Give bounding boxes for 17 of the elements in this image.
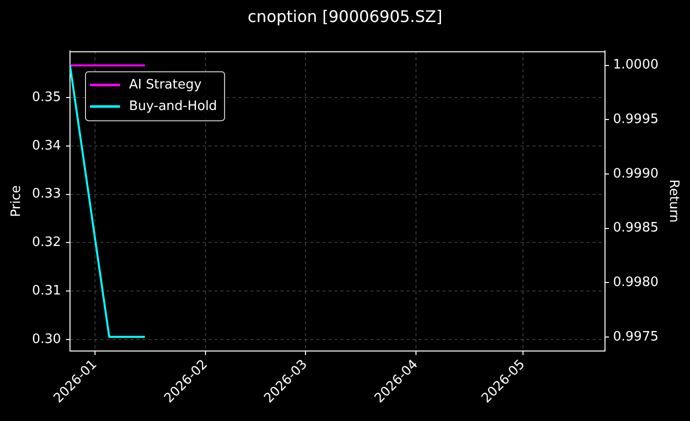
- y2-tick-label: 0.9975: [613, 329, 658, 344]
- y-tick-label: 0.30: [32, 332, 61, 347]
- y2-tick-label: 0.9990: [613, 166, 658, 182]
- y2-tick-label: 0.9995: [613, 112, 658, 128]
- y-tick-label: 0.34: [32, 138, 61, 154]
- y2-tick-label: 0.9985: [613, 220, 658, 236]
- chart-title: cnoption [90006905.SZ]: [248, 6, 442, 26]
- y2-tick-label: 1.0000: [613, 58, 658, 73]
- y-tick-label: 0.35: [32, 90, 61, 105]
- y-tick-label: 0.33: [32, 186, 61, 202]
- y2-axis-title: Return: [666, 180, 681, 223]
- y2-tick-label: 0.9980: [613, 274, 658, 290]
- y-tick-label: 0.32: [32, 235, 61, 250]
- y-tick-label: 0.31: [32, 283, 61, 298]
- y-axis-title: Price: [9, 185, 24, 217]
- legend-label: AI Strategy: [129, 77, 202, 92]
- legend-label: Buy-and-Hold: [129, 98, 218, 114]
